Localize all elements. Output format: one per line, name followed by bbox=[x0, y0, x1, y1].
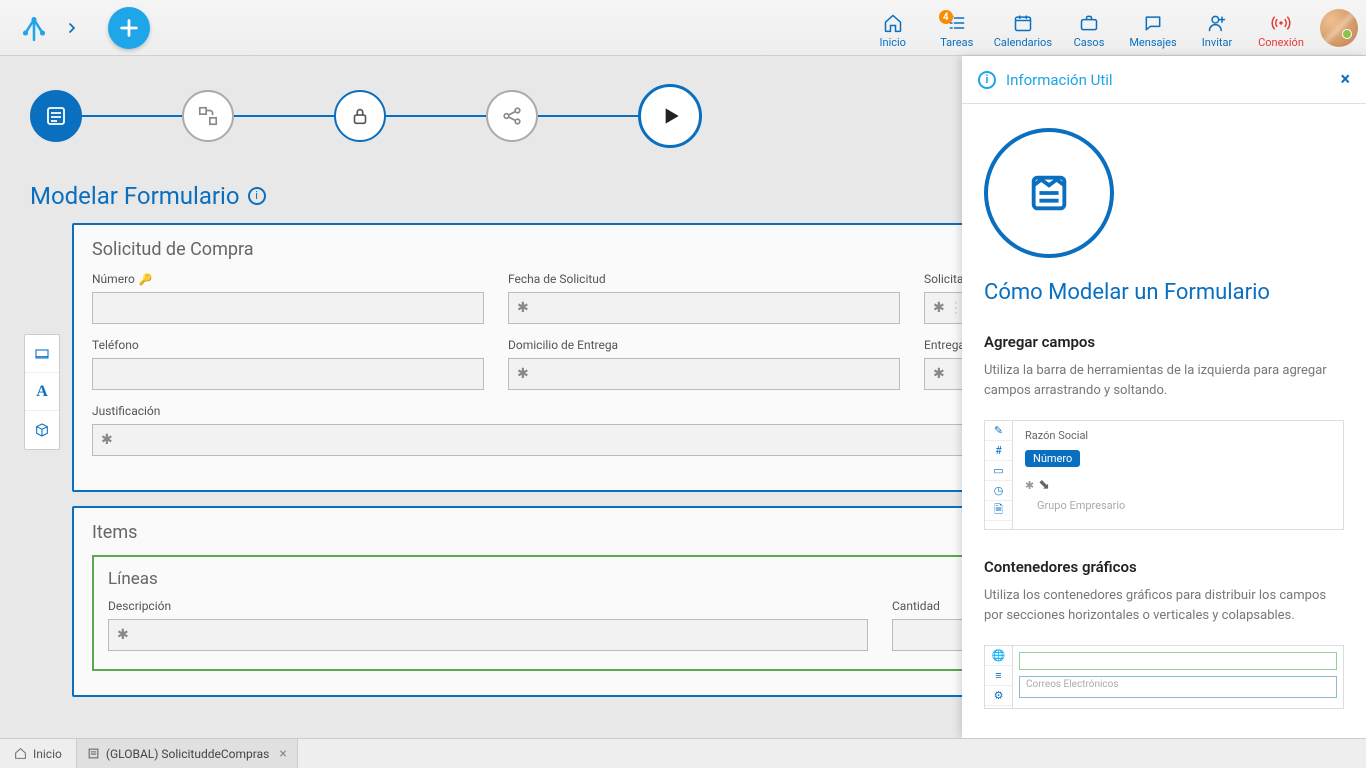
help-subheading: Agregar campos bbox=[984, 333, 1344, 351]
nav-calendarios[interactable]: Calendarios bbox=[992, 12, 1054, 49]
nav-label: Casos bbox=[1074, 36, 1105, 49]
help-hero-icon bbox=[984, 128, 1114, 258]
step-run[interactable] bbox=[638, 84, 702, 148]
step-form[interactable] bbox=[30, 90, 82, 142]
field-label: Cantidad bbox=[892, 599, 972, 613]
globe-icon: 🌐 bbox=[985, 646, 1012, 666]
nav-invitar[interactable]: Invitar bbox=[1188, 12, 1246, 49]
help-subheading: Contenedores gráficos bbox=[984, 558, 1344, 576]
invite-icon bbox=[1207, 12, 1227, 34]
presence-indicator bbox=[1342, 29, 1352, 39]
field-input[interactable] bbox=[92, 292, 484, 324]
step-workflow[interactable] bbox=[182, 90, 234, 142]
field-numero[interactable]: Número 🔑 bbox=[92, 272, 484, 324]
add-button[interactable] bbox=[108, 7, 150, 49]
close-help-button[interactable]: × bbox=[1340, 69, 1350, 90]
home-tab[interactable]: Inicio bbox=[0, 739, 77, 768]
cursor-icon: ⬊ bbox=[1038, 477, 1050, 493]
workspace: Modelar Formulario i Fo A Solicitud de C… bbox=[0, 56, 1366, 738]
close-tab-button[interactable]: × bbox=[279, 746, 286, 762]
nav-casos[interactable]: Casos bbox=[1060, 12, 1118, 49]
info-icon[interactable]: i bbox=[248, 187, 266, 205]
app-logo[interactable] bbox=[16, 10, 52, 46]
illustration-label: Grupo Empresario bbox=[1037, 499, 1331, 512]
calendar-icon: ▭ bbox=[985, 461, 1012, 481]
nav-mensajes[interactable]: Mensajes bbox=[1124, 12, 1182, 49]
toolbar-layout-icon[interactable] bbox=[25, 335, 59, 373]
step-share[interactable] bbox=[486, 90, 538, 142]
key-icon: 🔑 bbox=[139, 273, 153, 286]
field-input[interactable]: ✱ bbox=[508, 358, 900, 390]
field-label: Número bbox=[92, 272, 135, 286]
field-fecha-solicitud[interactable]: Fecha de Solicitud ✱ bbox=[508, 272, 900, 324]
top-header: Inicio 4 Tareas Calendarios Casos Mensaj… bbox=[0, 0, 1366, 56]
field-input[interactable] bbox=[892, 619, 972, 651]
help-header: i Información Util × bbox=[962, 56, 1366, 104]
list-icon: ≡ bbox=[985, 666, 1012, 686]
nav-label: Tareas bbox=[940, 36, 973, 49]
field-input[interactable]: ✱ bbox=[108, 619, 868, 651]
chat-icon bbox=[1143, 12, 1163, 34]
clock-icon: ◷ bbox=[985, 481, 1012, 501]
help-text: Utiliza los contenedores gráficos para d… bbox=[984, 586, 1344, 625]
field-domicilio-entrega[interactable]: Domicilio de Entrega ✱ bbox=[508, 338, 900, 390]
calendar-icon bbox=[1013, 12, 1033, 34]
expand-sidebar-button[interactable] bbox=[60, 16, 84, 40]
help-body[interactable]: Cómo Modelar un Formulario Agregar campo… bbox=[962, 104, 1366, 738]
field-label: Teléfono bbox=[92, 338, 484, 352]
nav-label: Inicio bbox=[880, 36, 906, 49]
bottom-tab-bar: Inicio (GLOBAL) SolicituddeCompras × bbox=[0, 738, 1366, 768]
info-icon: i bbox=[978, 71, 996, 89]
field-input[interactable] bbox=[92, 358, 484, 390]
help-heading: Cómo Modelar un Formulario bbox=[984, 280, 1344, 305]
connection-icon bbox=[1271, 12, 1291, 34]
field-label: Domicilio de Entrega bbox=[508, 338, 900, 352]
nav-label: Conexión bbox=[1258, 36, 1304, 49]
toolbar-text-icon[interactable]: A bbox=[25, 373, 59, 411]
help-illustration-containers: 🌐 ≡ ⚙ Correos Electrónicos bbox=[984, 645, 1344, 709]
header-nav: Inicio 4 Tareas Calendarios Casos Mensaj… bbox=[864, 6, 1310, 49]
illustration-label: Razón Social bbox=[1025, 429, 1331, 442]
field-label: Descripción bbox=[108, 599, 868, 613]
nav-inicio[interactable]: Inicio bbox=[864, 12, 922, 49]
briefcase-icon bbox=[1079, 12, 1099, 34]
nav-label: Calendarios bbox=[994, 36, 1052, 49]
edit-icon: ✎ bbox=[985, 421, 1012, 441]
nav-conexion[interactable]: Conexión bbox=[1252, 12, 1310, 49]
field-telefono[interactable]: Teléfono bbox=[92, 338, 484, 390]
help-title: Información Util bbox=[1006, 71, 1340, 89]
hash-icon: # bbox=[985, 441, 1012, 461]
step-security[interactable] bbox=[334, 90, 386, 142]
field-input[interactable]: ✱ bbox=[508, 292, 900, 324]
field-cantidad[interactable]: Cantidad bbox=[892, 599, 972, 651]
help-panel: i Información Util × Cómo Modelar un For… bbox=[962, 56, 1366, 738]
home-tab-label: Inicio bbox=[33, 747, 62, 761]
field-toolbar: A bbox=[24, 334, 60, 450]
file-icon: 🗎 bbox=[985, 501, 1012, 521]
nav-label: Invitar bbox=[1202, 36, 1232, 49]
document-tab-label: (GLOBAL) SolicituddeCompras bbox=[106, 747, 269, 761]
user-avatar[interactable] bbox=[1320, 9, 1358, 47]
field-label: Fecha de Solicitud bbox=[508, 272, 900, 286]
page-title: Modelar Formulario bbox=[30, 182, 240, 210]
help-text: Utiliza la barra de herramientas de la i… bbox=[984, 361, 1344, 400]
field-descripcion[interactable]: Descripción ✱ bbox=[108, 599, 868, 651]
document-tab[interactable]: (GLOBAL) SolicituddeCompras × bbox=[77, 739, 298, 768]
toolbar-package-icon[interactable] bbox=[25, 411, 59, 449]
nav-label: Mensajes bbox=[1129, 36, 1176, 49]
tareas-badge: 4 bbox=[939, 10, 953, 24]
illustration-tag: Número bbox=[1025, 450, 1080, 467]
illustration-label: Correos Electrónicos bbox=[1019, 676, 1337, 698]
settings-icon: ⚙ bbox=[985, 686, 1012, 706]
nav-tareas[interactable]: 4 Tareas bbox=[928, 12, 986, 49]
help-illustration-fields: ✎ # ▭ ◷ 🗎 Razón Social Número ✱⬊ Grupo E… bbox=[984, 420, 1344, 530]
home-icon bbox=[883, 12, 903, 34]
